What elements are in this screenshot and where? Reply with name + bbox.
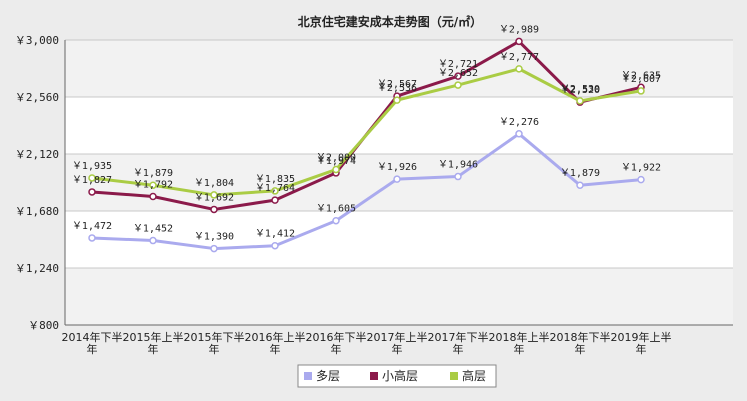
data-label: ￥2,000 <box>316 153 356 164</box>
x-tick-label: 2017年下半年 <box>428 330 489 356</box>
y-tick-label: ￥2,560 <box>15 91 59 104</box>
y-tick-label: ￥800 <box>28 319 59 332</box>
data-label: ￥1,792 <box>133 179 173 190</box>
data-label: ￥1,764 <box>255 183 295 194</box>
grid-band <box>65 40 733 97</box>
data-point <box>88 234 96 242</box>
y-tick-label: ￥1,240 <box>15 262 59 275</box>
data-point <box>515 65 523 73</box>
data-label: ￥1,412 <box>255 229 295 240</box>
data-point <box>88 174 96 182</box>
data-label: ￥2,721 <box>438 59 478 70</box>
data-point <box>515 37 523 46</box>
data-label: ￥1,974 <box>316 156 356 167</box>
data-label: ￥1,804 <box>194 178 234 189</box>
data-label: ￥2,567 <box>377 79 417 90</box>
data-point <box>637 87 645 95</box>
x-tick-label: 2015年下半年 <box>184 330 245 356</box>
data-point <box>454 72 462 80</box>
x-tick-label: 2015年上半年 <box>123 330 184 356</box>
x-tick-label: 2018年下半年 <box>550 330 611 356</box>
data-label: ￥1,827 <box>72 175 112 186</box>
data-label: ￥2,520 <box>560 85 600 96</box>
data-label: ￥1,946 <box>438 160 478 171</box>
data-point <box>393 96 401 104</box>
data-point <box>210 191 218 199</box>
chart-title: 北京住宅建安成本走势图（元/㎡） <box>298 14 482 29</box>
data-point <box>271 241 279 250</box>
x-tick-label: 2016年上半年 <box>245 330 306 356</box>
series-line-1 <box>91 132 642 251</box>
legend-swatch <box>450 372 458 380</box>
legend-box <box>297 364 497 388</box>
data-point <box>454 172 462 181</box>
data-label: ￥1,926 <box>377 162 417 173</box>
data-point <box>515 130 523 138</box>
data-point <box>332 216 340 225</box>
data-label: ￥2,536 <box>377 83 417 94</box>
x-tick-label: 2016年下半年 <box>306 330 367 356</box>
data-label: ￥2,276 <box>499 117 539 128</box>
data-label: ￥2,607 <box>621 74 661 85</box>
data-label: ￥1,922 <box>621 163 661 174</box>
data-point <box>393 175 401 183</box>
data-point <box>149 236 157 245</box>
legend-swatch <box>370 372 378 380</box>
x-tick-label: 2017年上半年 <box>367 330 428 356</box>
data-label: ￥2,652 <box>438 68 478 79</box>
data-label: ￥1,835 <box>255 174 295 185</box>
y-tick-label: ￥2,120 <box>15 148 59 161</box>
legend-label: 高层 <box>462 368 486 383</box>
y-tick-label: ￥1,680 <box>15 205 59 218</box>
legend-label: 小高层 <box>382 368 418 383</box>
x-tick-label: 2018年上半年 <box>489 330 550 356</box>
data-point <box>271 196 279 204</box>
x-tick-label: 2014年下半年 <box>62 330 123 356</box>
data-point <box>149 181 157 189</box>
x-tick-label: 2019年上半年 <box>611 330 672 356</box>
plot-area: ￥800 ￥1,240 ￥1,680 ￥2,120 ￥2,560 ￥3,000 2014年下… <box>15 24 733 356</box>
data-label: ￥1,879 <box>560 168 600 179</box>
data-point <box>149 192 157 201</box>
data-point <box>576 97 584 105</box>
data-label: ￥1,452 <box>133 224 173 235</box>
legend: 多层 小高层 高层 <box>297 364 497 388</box>
legend-label: 多层 <box>316 369 340 383</box>
data-label: ￥1,879 <box>133 168 173 179</box>
data-label: ￥2,530 <box>560 84 600 95</box>
grid-band <box>65 268 733 325</box>
data-point <box>88 188 96 196</box>
data-label: ￥2,989 <box>499 24 539 35</box>
y-tick-label: ￥3,000 <box>15 34 59 47</box>
data-point <box>454 81 462 89</box>
data-point <box>210 244 218 253</box>
legend-swatch <box>304 372 312 380</box>
data-label: ￥1,472 <box>72 221 112 232</box>
data-point <box>637 175 645 184</box>
data-point <box>210 205 218 214</box>
data-label: ￥1,692 <box>194 192 234 203</box>
data-label: ￥1,605 <box>316 204 356 215</box>
data-point <box>271 187 279 195</box>
data-label: ￥2,777 <box>499 52 539 63</box>
data-label: ￥2,635 <box>621 70 661 81</box>
series-line-3 <box>91 67 642 197</box>
data-label: ￥1,390 <box>194 232 234 243</box>
data-point <box>332 165 340 174</box>
data-point <box>576 181 584 189</box>
data-label: ￥1,935 <box>72 161 112 172</box>
